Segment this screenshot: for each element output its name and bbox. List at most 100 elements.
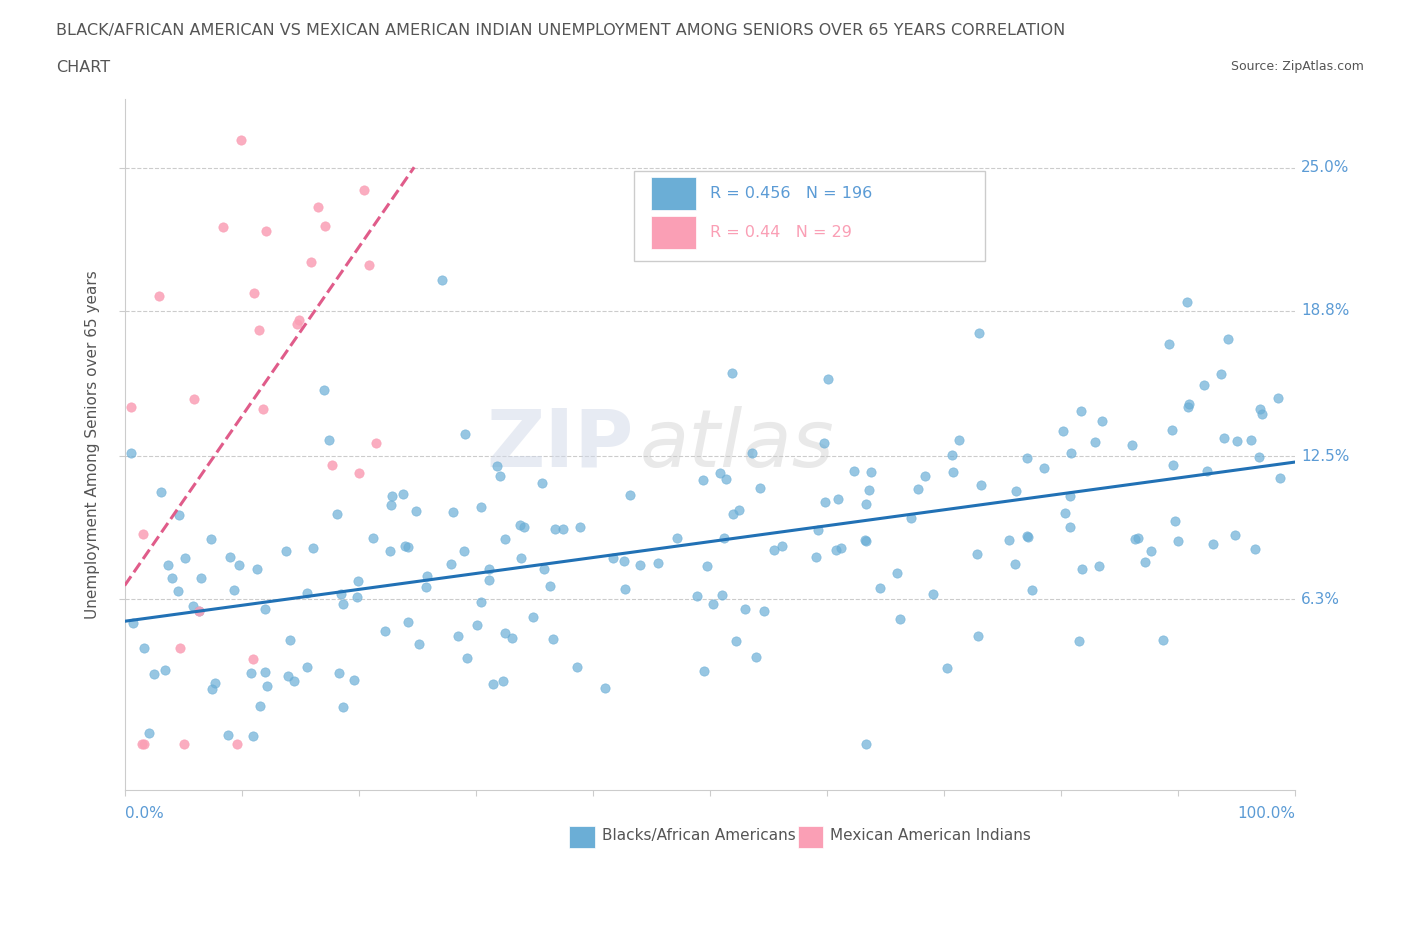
Point — [1017, 530, 1039, 545]
Point — [1225, 527, 1247, 542]
Point — [510, 551, 533, 565]
Text: ZIP: ZIP — [486, 405, 634, 484]
Point — [143, 667, 166, 682]
Point — [167, 507, 190, 522]
Point — [1167, 534, 1189, 549]
Point — [1178, 396, 1201, 411]
Point — [242, 286, 264, 300]
Text: CHART: CHART — [56, 60, 110, 75]
Point — [211, 219, 233, 234]
Point — [1159, 337, 1181, 352]
Point — [173, 737, 195, 751]
Bar — [569, 826, 595, 848]
Text: R = 0.456   N = 196: R = 0.456 N = 196 — [710, 186, 872, 201]
Point — [494, 532, 516, 547]
Point — [804, 550, 827, 565]
Point — [1083, 434, 1105, 449]
Point — [696, 558, 718, 573]
Point — [121, 616, 143, 631]
Point — [948, 432, 970, 447]
Point — [295, 659, 318, 674]
Point — [200, 532, 222, 547]
Point — [229, 132, 252, 147]
Point — [132, 527, 155, 542]
Point — [1177, 400, 1199, 415]
Point — [1140, 544, 1163, 559]
Point — [226, 737, 249, 751]
Point — [314, 382, 336, 397]
Point — [1054, 505, 1077, 520]
Point — [544, 521, 567, 536]
Point — [1152, 633, 1174, 648]
Point — [456, 651, 478, 666]
Point — [415, 579, 437, 594]
Point — [494, 626, 516, 641]
Point — [120, 445, 142, 460]
Point — [326, 506, 349, 521]
Point — [249, 698, 271, 713]
Point — [162, 571, 184, 586]
Point — [1015, 450, 1038, 465]
Point — [274, 544, 297, 559]
Point — [1251, 406, 1274, 421]
Point — [568, 520, 591, 535]
Point — [1243, 541, 1265, 556]
FancyBboxPatch shape — [634, 171, 984, 261]
Point — [285, 316, 308, 331]
Point — [477, 572, 499, 587]
Text: Source: ZipAtlas.com: Source: ZipAtlas.com — [1230, 60, 1364, 73]
Point — [408, 637, 430, 652]
Point — [440, 557, 463, 572]
Point — [169, 641, 191, 656]
Point — [602, 551, 624, 565]
Point — [134, 737, 156, 751]
Point — [318, 432, 340, 447]
Point — [813, 435, 835, 450]
Point — [824, 542, 846, 557]
Point — [613, 553, 636, 568]
Point — [855, 497, 877, 512]
Point — [470, 499, 492, 514]
Point — [481, 677, 503, 692]
Point — [247, 322, 270, 337]
Point — [936, 661, 959, 676]
Point — [396, 539, 419, 554]
Point — [1005, 484, 1028, 498]
Point — [1209, 366, 1232, 381]
Point — [889, 611, 911, 626]
Point — [485, 458, 508, 473]
Text: 100.0%: 100.0% — [1237, 805, 1295, 820]
Point — [509, 517, 531, 532]
Point — [748, 481, 770, 496]
Point — [302, 541, 325, 556]
Point — [770, 538, 793, 553]
Point — [478, 562, 501, 577]
Point — [181, 599, 204, 614]
Point — [1192, 378, 1215, 392]
Text: Mexican American Indians: Mexican American Indians — [831, 828, 1031, 843]
Point — [254, 223, 277, 238]
Point — [814, 495, 837, 510]
Point — [1067, 633, 1090, 648]
Point — [217, 728, 239, 743]
Point — [859, 464, 882, 479]
Point — [1004, 557, 1026, 572]
Point — [153, 663, 176, 678]
Point — [201, 682, 224, 697]
Point — [453, 544, 475, 559]
Point — [754, 604, 776, 618]
Point — [1249, 401, 1271, 416]
Point — [853, 533, 876, 548]
Point — [269, 0, 291, 9]
Point — [156, 558, 179, 573]
Point — [907, 482, 929, 497]
Point — [492, 673, 515, 688]
Point — [228, 557, 250, 572]
Text: Blacks/African Americans: Blacks/African Americans — [602, 828, 796, 843]
Point — [693, 664, 716, 679]
Point — [489, 469, 512, 484]
Bar — [651, 177, 696, 210]
Point — [551, 522, 574, 537]
Point — [307, 199, 329, 214]
Point — [1161, 423, 1184, 438]
